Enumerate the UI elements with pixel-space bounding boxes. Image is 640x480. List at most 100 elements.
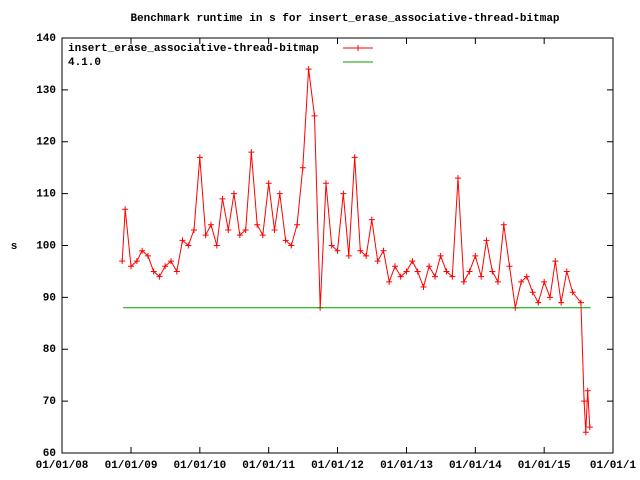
series-line: [121, 69, 591, 433]
x-tick-label: 01/01/09: [105, 460, 158, 472]
point-marker: [577, 299, 584, 306]
point-marker: [380, 247, 387, 254]
point-marker: [449, 273, 456, 280]
point-marker: [426, 263, 433, 270]
point-marker: [322, 180, 329, 187]
legend-label: 4.1.0: [68, 57, 101, 69]
point-marker: [466, 268, 473, 275]
legend-label: insert_erase_associative-thread-bitmap: [68, 43, 319, 55]
point-marker: [351, 154, 358, 161]
point-marker: [392, 263, 399, 270]
point-marker: [265, 180, 272, 187]
point-marker: [581, 398, 588, 405]
point-marker: [288, 242, 295, 249]
point-marker: [207, 221, 214, 228]
point-marker: [190, 226, 197, 233]
point-marker: [363, 252, 370, 259]
point-marker: [213, 242, 220, 249]
point-marker: [582, 429, 589, 436]
point-marker: [552, 258, 559, 265]
point-marker: [397, 273, 404, 280]
point-marker: [282, 237, 289, 244]
point-marker: [414, 268, 421, 275]
point-marker: [299, 164, 306, 171]
y-tick-label: 60: [43, 448, 56, 460]
point-marker: [431, 273, 438, 280]
point-marker: [420, 284, 427, 290]
point-marker: [500, 221, 507, 228]
point-marker: [489, 268, 496, 275]
point-marker: [248, 149, 255, 156]
point-marker: [162, 263, 169, 270]
point-marker: [328, 242, 335, 249]
point-marker: [403, 268, 410, 275]
point-marker: [179, 237, 186, 244]
point-marker: [478, 273, 485, 280]
y-axis-label: s: [11, 241, 18, 253]
point-marker: [150, 268, 157, 275]
point-marker: [167, 258, 174, 265]
point-marker: [242, 226, 249, 233]
point-marker: [254, 221, 261, 228]
point-marker: [460, 278, 467, 285]
point-marker: [368, 216, 375, 223]
x-tick-label: 01/01/1: [590, 460, 637, 472]
point-marker: [472, 252, 479, 259]
point-marker: [196, 154, 203, 161]
point-marker: [219, 195, 226, 202]
point-marker: [443, 268, 450, 275]
point-marker: [122, 206, 129, 213]
point-marker: [156, 273, 163, 280]
point-marker: [259, 232, 266, 239]
y-tick-label: 70: [43, 396, 56, 408]
point-marker: [128, 263, 135, 270]
x-tick-label: 01/01/11: [242, 460, 295, 472]
x-tick-label: 01/01/12: [311, 460, 364, 472]
point-marker: [334, 247, 341, 254]
point-marker: [271, 226, 278, 233]
point-marker: [230, 190, 237, 197]
x-tick-label: 01/01/08: [36, 460, 89, 472]
point-marker: [569, 289, 576, 296]
point-marker: [294, 221, 301, 228]
point-marker: [558, 299, 565, 306]
point-marker: [202, 232, 209, 239]
point-marker: [547, 294, 554, 301]
point-marker: [454, 175, 461, 182]
point-marker: [276, 190, 283, 197]
point-marker: [535, 299, 542, 306]
y-tick-label: 100: [36, 240, 56, 252]
point-marker: [133, 258, 140, 265]
point-marker: [386, 278, 393, 285]
y-tick-label: 140: [36, 33, 56, 45]
point-marker: [518, 278, 525, 285]
point-marker: [409, 258, 416, 265]
point-marker: [139, 247, 146, 254]
y-tick-label: 130: [36, 85, 56, 97]
point-marker: [483, 237, 490, 244]
point-marker: [586, 424, 593, 431]
point-marker: [225, 226, 232, 233]
legend-marker: [355, 45, 361, 51]
point-marker: [144, 252, 151, 259]
point-marker: [173, 268, 180, 275]
point-marker: [494, 278, 501, 285]
point-marker: [437, 252, 444, 259]
y-tick-label: 120: [36, 137, 56, 149]
point-marker: [529, 289, 536, 296]
point-marker: [357, 247, 364, 254]
point-marker: [119, 258, 126, 265]
x-tick-label: 01/01/13: [380, 460, 433, 472]
point-marker: [185, 242, 192, 249]
chart-title: Benchmark runtime in s for insert_erase_…: [130, 13, 559, 25]
x-tick-label: 01/01/14: [449, 460, 502, 472]
point-marker: [311, 112, 318, 119]
point-marker: [541, 278, 548, 285]
y-tick-label: 90: [43, 292, 56, 304]
point-marker: [345, 252, 352, 259]
point-marker: [563, 268, 570, 275]
plot-frame: [61, 37, 614, 454]
point-marker: [374, 258, 381, 265]
point-marker: [236, 232, 243, 239]
